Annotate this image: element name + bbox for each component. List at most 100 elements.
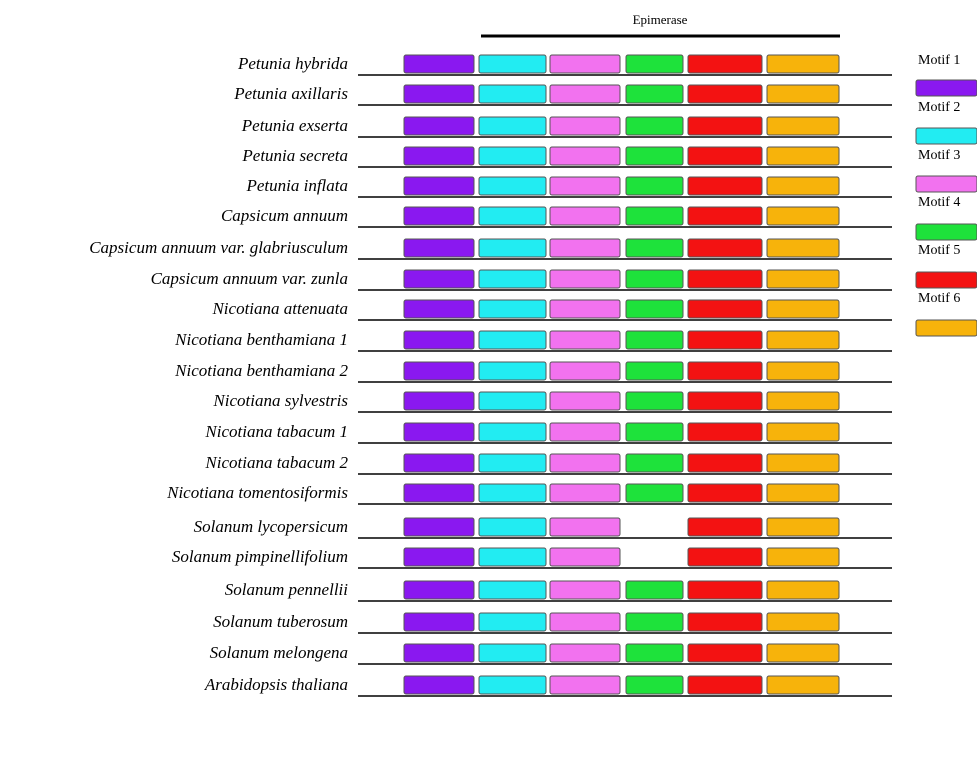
motif-5-box bbox=[687, 675, 763, 695]
legend-item: Motif 5 bbox=[915, 243, 977, 289]
legend-item: Motif 6 bbox=[915, 291, 977, 337]
motif-2-box bbox=[478, 517, 547, 537]
motif-1-box bbox=[403, 238, 475, 258]
motif-6-box bbox=[766, 146, 840, 166]
motif-6-box bbox=[766, 84, 840, 104]
species-row: Capsicum annuum bbox=[221, 206, 892, 228]
motif-1-box bbox=[403, 391, 475, 411]
motif-3-box bbox=[549, 643, 621, 663]
motif-3-box bbox=[549, 84, 621, 104]
motif-1-box bbox=[403, 146, 475, 166]
motif-1-box bbox=[403, 116, 475, 136]
motif-2-box bbox=[478, 422, 547, 442]
species-row: Capsicum annuum var. glabriusculum bbox=[89, 238, 892, 260]
motif-3-box bbox=[549, 238, 621, 258]
motif-4-box bbox=[625, 269, 684, 289]
legend-swatch-motif-1 bbox=[915, 79, 977, 97]
species-row: Petunia exserta bbox=[241, 116, 892, 138]
motif-5-box bbox=[687, 643, 763, 663]
motif-6-box bbox=[766, 483, 840, 503]
motif-6-box bbox=[766, 54, 840, 74]
motif-3-box bbox=[549, 517, 621, 537]
motif-4-box bbox=[625, 483, 684, 503]
motif-2-box bbox=[478, 675, 547, 695]
legend-swatch-motif-3 bbox=[915, 175, 977, 193]
motif-2-box bbox=[478, 330, 547, 350]
motif-4-box bbox=[625, 612, 684, 632]
motif-5-box bbox=[687, 176, 763, 196]
motif-6-box bbox=[766, 612, 840, 632]
motif-4-box bbox=[625, 84, 684, 104]
species-label: Capsicum annuum var. glabriusculum bbox=[89, 238, 348, 257]
motif-3-box bbox=[549, 206, 621, 226]
motif-2-box bbox=[478, 643, 547, 663]
motif-5-box bbox=[687, 453, 763, 473]
species-label: Solanum pimpinellifolium bbox=[172, 547, 348, 566]
motif-5-box bbox=[687, 517, 763, 537]
motif-3-box bbox=[549, 116, 621, 136]
motif-6-box bbox=[766, 517, 840, 537]
motif-1-box bbox=[403, 54, 475, 74]
motif-3-box bbox=[549, 547, 621, 567]
motif-2-box bbox=[478, 453, 547, 473]
motif-2-box bbox=[478, 391, 547, 411]
species-label: Petunia inflata bbox=[245, 176, 348, 195]
motif-6-box bbox=[766, 176, 840, 196]
motif-5-box bbox=[687, 580, 763, 600]
legend-label: Motif 2 bbox=[918, 100, 960, 115]
motif-6-box bbox=[766, 422, 840, 442]
species-label: Nicotiana tabacum 1 bbox=[204, 422, 348, 441]
species-label: Solanum pennellii bbox=[225, 580, 349, 599]
epimerase-annotation: Epimerase bbox=[481, 12, 840, 38]
species-label: Capsicum annuum bbox=[221, 206, 348, 225]
legend-label: Motif 1 bbox=[918, 53, 960, 68]
species-label: Capsicum annuum var. zunla bbox=[151, 269, 348, 288]
motif-4-box bbox=[625, 299, 684, 319]
motif-4-box bbox=[625, 580, 684, 600]
legend-item: Motif 2 bbox=[915, 100, 977, 145]
motif-4-box bbox=[625, 361, 684, 381]
motif-3-box bbox=[549, 176, 621, 196]
species-label: Petunia hybrida bbox=[237, 54, 348, 73]
motif-3-box bbox=[549, 483, 621, 503]
motif-1-box bbox=[403, 269, 475, 289]
species-label: Solanum tuberosum bbox=[213, 612, 348, 631]
species-row: Solanum melongena bbox=[210, 643, 892, 665]
species-label: Nicotiana benthamiana 2 bbox=[174, 361, 348, 380]
motif-5-box bbox=[687, 84, 763, 104]
species-label: Nicotiana benthamiana 1 bbox=[174, 330, 348, 349]
motif-3-box bbox=[549, 330, 621, 350]
motif-3-box bbox=[549, 453, 621, 473]
motif-5-box bbox=[687, 330, 763, 350]
motif-5-box bbox=[687, 361, 763, 381]
motif-4-box bbox=[625, 206, 684, 226]
species-label: Petunia exserta bbox=[241, 116, 348, 135]
species-label: Solanum lycopersicum bbox=[194, 517, 348, 536]
species-row: Petunia inflata bbox=[245, 176, 892, 198]
motif-2-box bbox=[478, 238, 547, 258]
legend-swatch-motif-4 bbox=[915, 223, 977, 241]
motif-2-box bbox=[478, 269, 547, 289]
motif-2-box bbox=[478, 54, 547, 74]
motif-2-box bbox=[478, 361, 547, 381]
motif-legend: Motif 1 Motif 2 Motif 3 Motif 4 Motif 5 Motif… bbox=[915, 53, 977, 337]
species-row: Arabidopsis thaliana bbox=[204, 675, 892, 697]
motif-1-box bbox=[403, 580, 475, 600]
species-row: Nicotiana tabacum 1 bbox=[204, 422, 892, 444]
motif-2-box bbox=[478, 206, 547, 226]
motif-1-box bbox=[403, 361, 475, 381]
motif-4-box bbox=[625, 675, 684, 695]
motif-5-box bbox=[687, 146, 763, 166]
motif-1-box bbox=[403, 206, 475, 226]
motif-1-box bbox=[403, 84, 475, 104]
motif-6-box bbox=[766, 643, 840, 663]
motif-6-box bbox=[766, 675, 840, 695]
motif-4-box bbox=[625, 453, 684, 473]
motif-1-box bbox=[403, 330, 475, 350]
species-label: Nicotiana attenuata bbox=[211, 299, 348, 318]
motif-3-box bbox=[549, 269, 621, 289]
motif-6-box bbox=[766, 391, 840, 411]
legend-label: Motif 4 bbox=[918, 195, 960, 210]
motif-4-box bbox=[625, 643, 684, 663]
